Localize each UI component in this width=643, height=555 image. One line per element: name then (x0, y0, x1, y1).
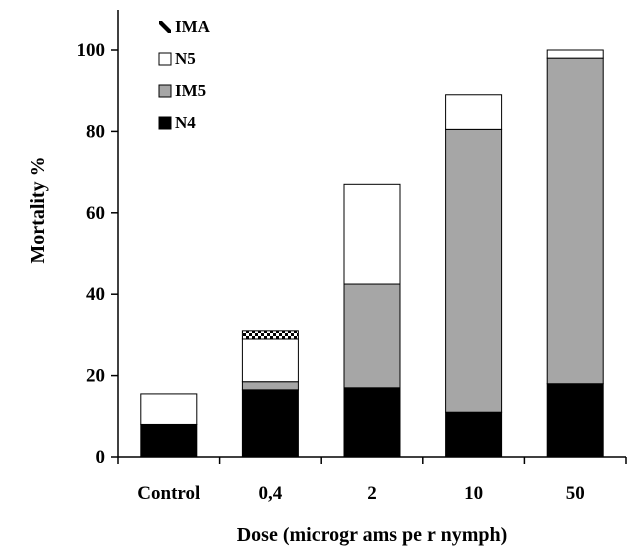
legend-label: N5 (175, 49, 196, 68)
y-tick-label: 40 (86, 284, 105, 305)
legend-swatch (158, 116, 172, 130)
bar-im5-2 (343, 283, 401, 389)
bar-im5-3 (445, 128, 503, 413)
x-tick-label: 2 (367, 483, 377, 504)
legend-label: N4 (175, 113, 196, 132)
bar-ima-1 (241, 330, 299, 340)
bar-n5-4 (546, 49, 604, 59)
y-tick-label: 80 (86, 121, 105, 142)
bars-layer (140, 49, 604, 458)
legend-item-n5: N5 (158, 49, 196, 68)
bar-n4-1 (241, 389, 299, 458)
legend-swatch (158, 52, 172, 66)
legend-item-n4: N4 (158, 113, 196, 132)
bar-n5-0 (140, 393, 198, 425)
bar-n5-3 (445, 94, 503, 130)
bar-im5-1 (241, 381, 299, 391)
y-tick-label: 0 (96, 447, 106, 468)
bar-n5-1 (241, 338, 299, 383)
bar-n4-3 (445, 411, 503, 458)
x-tick-label: Control (137, 483, 200, 504)
bar-n5-2 (343, 183, 401, 285)
legend: IMA N5 IM5 N4 (158, 17, 211, 132)
axes-layer: Control 0,4 2 10 50 0 20 40 60 80 100 (77, 10, 627, 504)
legend-swatch (158, 84, 172, 98)
x-axis-title: Dose (microgr ams pe r nymph) (237, 524, 508, 546)
y-axis-title: Mortality % (27, 156, 49, 263)
x-tick-label: 0,4 (259, 483, 283, 504)
bar-n4-0 (140, 423, 198, 458)
bar-n4-2 (343, 387, 401, 458)
legend-swatch (159, 21, 171, 33)
legend-label: IMA (175, 17, 211, 36)
x-tick-label: 10 (464, 483, 483, 504)
legend-item-im5: IM5 (158, 81, 206, 100)
legend-item-ima: IMA (159, 17, 211, 36)
x-tick-label: 50 (566, 483, 585, 504)
legend-label: IM5 (175, 81, 206, 100)
bar-n4-4 (546, 383, 604, 458)
y-tick-label: 100 (77, 40, 106, 61)
y-tick-label: 20 (86, 366, 105, 387)
y-tick-label: 60 (86, 203, 105, 224)
bar-im5-4 (546, 57, 604, 385)
